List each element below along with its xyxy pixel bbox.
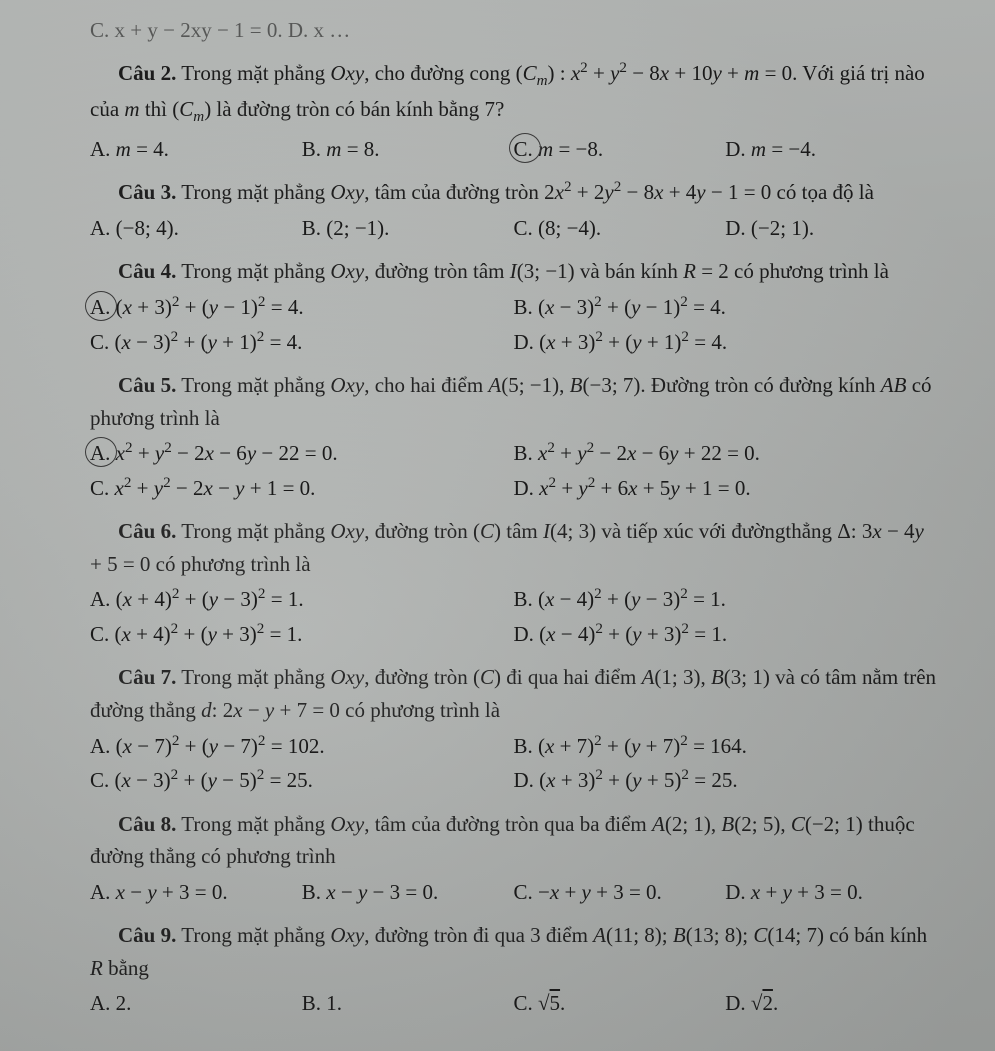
- option-C: C. x2 + y2 − 2x − y + 1 = 0.: [90, 471, 514, 506]
- circled-answer-mark: [85, 291, 117, 321]
- options-row: A. x2 + y2 − 2x − 6y − 22 = 0.B. x2 + y2…: [90, 436, 937, 505]
- option-B: B. (x + 7)2 + (y + 7)2 = 164.: [514, 729, 938, 764]
- circled-answer-mark: [509, 133, 541, 163]
- question-heading: Câu 2. Trong mặt phẳng Oxy, cho đường co…: [90, 57, 937, 130]
- options-row: A. m = 4.B. m = 8.C. m = −8.D. m = −4.: [90, 132, 937, 167]
- option-B: B. (2; −1).: [302, 211, 514, 246]
- option-A: A. (x + 4)2 + (y − 3)2 = 1.: [90, 582, 514, 617]
- options-row: A. (x + 4)2 + (y − 3)2 = 1.B. (x − 4)2 +…: [90, 582, 937, 651]
- option-B: B. x2 + y2 − 2x − 6y + 22 = 0.: [514, 436, 938, 471]
- option-D: D. x2 + y2 + 6x + 5y + 1 = 0.: [514, 471, 938, 506]
- option-C: C. (x − 3)2 + (y + 1)2 = 4.: [90, 325, 514, 360]
- question-3: Câu 3. Trong mặt phẳng Oxy, tâm của đườn…: [90, 176, 937, 245]
- question-heading: Câu 6. Trong mặt phẳng Oxy, đường tròn (…: [90, 515, 937, 580]
- question-9: Câu 9. Trong mặt phẳng Oxy, đường tròn đ…: [90, 919, 937, 1021]
- question-7: Câu 7. Trong mặt phẳng Oxy, đường tròn (…: [90, 661, 937, 797]
- option-C: C. (8; −4).: [514, 211, 726, 246]
- exam-page: C. x + y − 2xy − 1 = 0. D. x … Câu 2. Tr…: [0, 0, 995, 1051]
- question-heading: Câu 8. Trong mặt phẳng Oxy, tâm của đườn…: [90, 808, 937, 873]
- option-A: A. (−8; 4).: [90, 211, 302, 246]
- question-6: Câu 6. Trong mặt phẳng Oxy, đường tròn (…: [90, 515, 937, 651]
- cutoff-line: C. x + y − 2xy − 1 = 0. D. x …: [90, 14, 937, 47]
- options-row: A. (x + 3)2 + (y − 1)2 = 4.B. (x − 3)2 +…: [90, 290, 937, 359]
- option-C: C. m = −8.: [514, 132, 726, 167]
- question-heading: Câu 9. Trong mặt phẳng Oxy, đường tròn đ…: [90, 919, 937, 984]
- option-B: B. (x − 3)2 + (y − 1)2 = 4.: [514, 290, 938, 325]
- option-A: A. x2 + y2 − 2x − 6y − 22 = 0.: [90, 436, 514, 471]
- questions-container: Câu 2. Trong mặt phẳng Oxy, cho đường co…: [90, 57, 937, 1021]
- question-8: Câu 8. Trong mặt phẳng Oxy, tâm của đườn…: [90, 808, 937, 910]
- option-C: C. (x − 3)2 + (y − 5)2 = 25.: [90, 763, 514, 798]
- option-C: C. −x + y + 3 = 0.: [514, 875, 726, 910]
- options-row: A. 2.B. 1.C. √5.D. √2.: [90, 986, 937, 1021]
- option-A: A. (x − 7)2 + (y − 7)2 = 102.: [90, 729, 514, 764]
- option-C: C. (x + 4)2 + (y + 3)2 = 1.: [90, 617, 514, 652]
- options-row: A. (−8; 4).B. (2; −1).C. (8; −4).D. (−2;…: [90, 211, 937, 246]
- options-row: A. x − y + 3 = 0.B. x − y − 3 = 0.C. −x …: [90, 875, 937, 910]
- option-D: D. x + y + 3 = 0.: [725, 875, 937, 910]
- option-D: D. (−2; 1).: [725, 211, 937, 246]
- options-row: A. (x − 7)2 + (y − 7)2 = 102.B. (x + 7)2…: [90, 729, 937, 798]
- option-D: D. √2.: [725, 986, 937, 1021]
- option-B: B. (x − 4)2 + (y − 3)2 = 1.: [514, 582, 938, 617]
- option-B: B. x − y − 3 = 0.: [302, 875, 514, 910]
- question-4: Câu 4. Trong mặt phẳng Oxy, đường tròn t…: [90, 255, 937, 359]
- option-D: D. m = −4.: [725, 132, 937, 167]
- option-A: A. (x + 3)2 + (y − 1)2 = 4.: [90, 290, 514, 325]
- option-A: A. x − y + 3 = 0.: [90, 875, 302, 910]
- question-heading: Câu 3. Trong mặt phẳng Oxy, tâm của đườn…: [90, 176, 937, 209]
- question-2: Câu 2. Trong mặt phẳng Oxy, cho đường co…: [90, 57, 937, 167]
- option-A: A. 2.: [90, 986, 302, 1021]
- question-5: Câu 5. Trong mặt phẳng Oxy, cho hai điểm…: [90, 369, 937, 505]
- option-A: A. m = 4.: [90, 132, 302, 167]
- circled-answer-mark: [85, 437, 117, 467]
- option-D: D. (x − 4)2 + (y + 3)2 = 1.: [514, 617, 938, 652]
- option-C: C. √5.: [514, 986, 726, 1021]
- option-B: B. m = 8.: [302, 132, 514, 167]
- option-B: B. 1.: [302, 986, 514, 1021]
- question-heading: Câu 4. Trong mặt phẳng Oxy, đường tròn t…: [90, 255, 937, 288]
- question-heading: Câu 7. Trong mặt phẳng Oxy, đường tròn (…: [90, 661, 937, 726]
- option-D: D. (x + 3)2 + (y + 5)2 = 25.: [514, 763, 938, 798]
- question-heading: Câu 5. Trong mặt phẳng Oxy, cho hai điểm…: [90, 369, 937, 434]
- option-D: D. (x + 3)2 + (y + 1)2 = 4.: [514, 325, 938, 360]
